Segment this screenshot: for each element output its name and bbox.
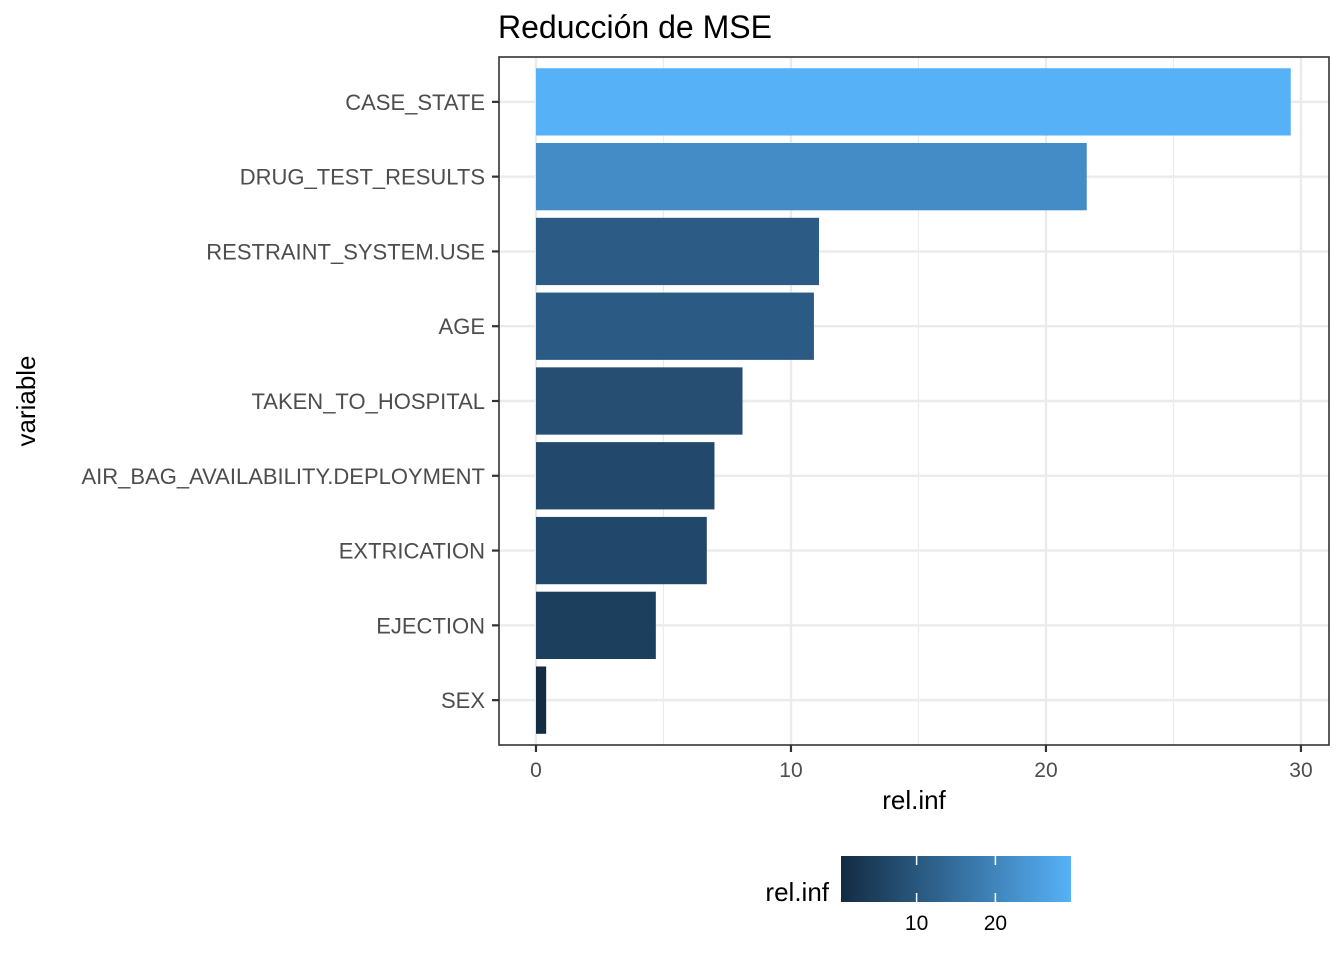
y-tick-label: SEX	[441, 688, 485, 713]
bars	[535, 68, 1291, 734]
y-axis: CASE_STATE DRUG_TEST_RESULTS RESTRAINT_SYS…	[82, 90, 499, 713]
bar	[535, 143, 1087, 211]
x-tick-label: 10	[779, 759, 802, 782]
y-tick-label: EJECTION	[376, 613, 485, 638]
bar	[535, 591, 656, 659]
y-tick-label: DRUG_TEST_RESULTS	[240, 165, 485, 190]
bar	[535, 666, 547, 734]
bar	[535, 68, 1291, 136]
bar	[535, 367, 743, 435]
y-tick-label: AIR_BAG_AVAILABILITY.DEPLOYMENT	[82, 464, 486, 489]
legend-title: rel.inf	[765, 877, 829, 907]
x-tick-label: 30	[1289, 759, 1312, 782]
y-tick-label: RESTRAINT_SYSTEM.USE	[206, 239, 485, 264]
chart-title: Reducción de MSE	[498, 9, 772, 45]
legend-tick-label: 20	[984, 912, 1007, 935]
y-tick-label: CASE_STATE	[345, 90, 485, 115]
y-axis-title: variable	[11, 355, 41, 446]
bar	[535, 516, 707, 585]
x-axis: 0 10 20 30	[530, 745, 1313, 782]
y-tick-label: TAKEN_TO_HOSPITAL	[251, 389, 485, 414]
x-tick-label: 0	[530, 759, 542, 782]
legend-colorbar	[841, 856, 1071, 902]
y-tick-label: AGE	[439, 314, 485, 339]
bar	[535, 442, 715, 510]
bar	[535, 292, 814, 360]
legend-tick-label: 10	[905, 912, 928, 935]
bar	[535, 217, 820, 286]
y-tick-label: EXTRICATION	[339, 539, 485, 564]
x-axis-title: rel.inf	[882, 785, 946, 815]
x-tick-label: 20	[1034, 759, 1057, 782]
legend: rel.inf 10 20	[765, 856, 1071, 935]
legend-ticks: 10 20	[905, 856, 1007, 935]
